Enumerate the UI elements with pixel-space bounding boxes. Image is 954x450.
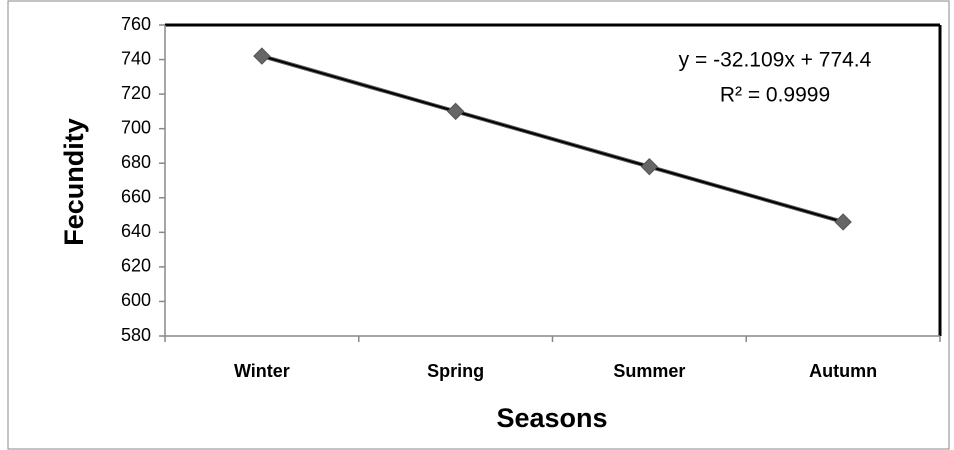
y-axis-label: Fecundity <box>59 118 89 246</box>
x-tick-label: Summer <box>613 361 685 381</box>
x-axis-label: Seasons <box>496 403 607 433</box>
y-tick-label: 620 <box>121 256 151 276</box>
trendline <box>261 55 844 223</box>
data-point <box>253 47 271 65</box>
chart-frame <box>7 0 950 450</box>
data-point <box>834 213 852 231</box>
y-tick-label: 720 <box>121 83 151 103</box>
y-tick-label: 660 <box>121 187 151 207</box>
x-tick-label: Autumn <box>809 361 877 381</box>
data-point <box>640 157 659 176</box>
annotation: y = -32.109x + 774.4 <box>679 49 872 72</box>
y-tick-label: 760 <box>121 14 151 34</box>
annotation: R² = 0.9999 <box>720 84 830 107</box>
y-tick-label: 680 <box>121 152 151 172</box>
y-tick-label: 740 <box>121 48 151 68</box>
x-tick-label: Spring <box>427 361 484 381</box>
y-tick-label: 640 <box>121 221 151 241</box>
x-tick-label: Winter <box>234 361 290 381</box>
data-point <box>446 102 465 121</box>
y-tick-label: 580 <box>121 325 151 345</box>
y-tick-label: 700 <box>121 117 151 137</box>
y-tick-label: 600 <box>121 290 151 310</box>
